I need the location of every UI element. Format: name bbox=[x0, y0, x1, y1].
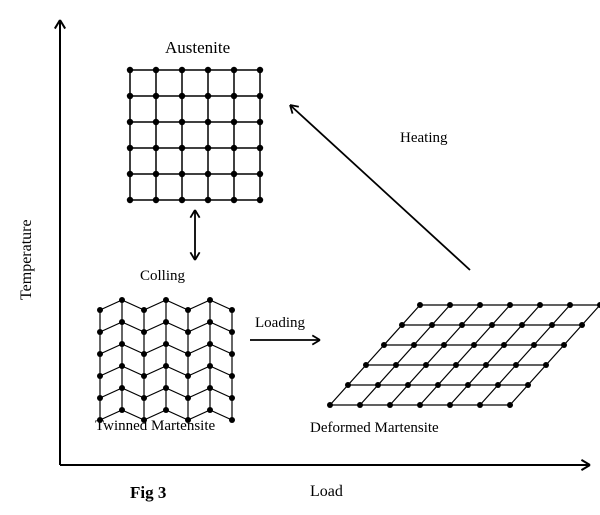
y-axis-label: Temperature bbox=[18, 219, 36, 300]
colling-label: Colling bbox=[140, 268, 185, 285]
deformed-label: Deformed Martensite bbox=[310, 420, 439, 437]
x-axis-label: Load bbox=[310, 483, 343, 501]
twinned-label: Twinned Martensite bbox=[95, 418, 215, 435]
heating-label: Heating bbox=[400, 130, 447, 147]
austenite-label: Austenite bbox=[165, 38, 230, 58]
diagram-canvas bbox=[0, 0, 600, 515]
loading-label: Loading bbox=[255, 315, 305, 332]
figure-caption: Fig 3 bbox=[130, 483, 166, 503]
